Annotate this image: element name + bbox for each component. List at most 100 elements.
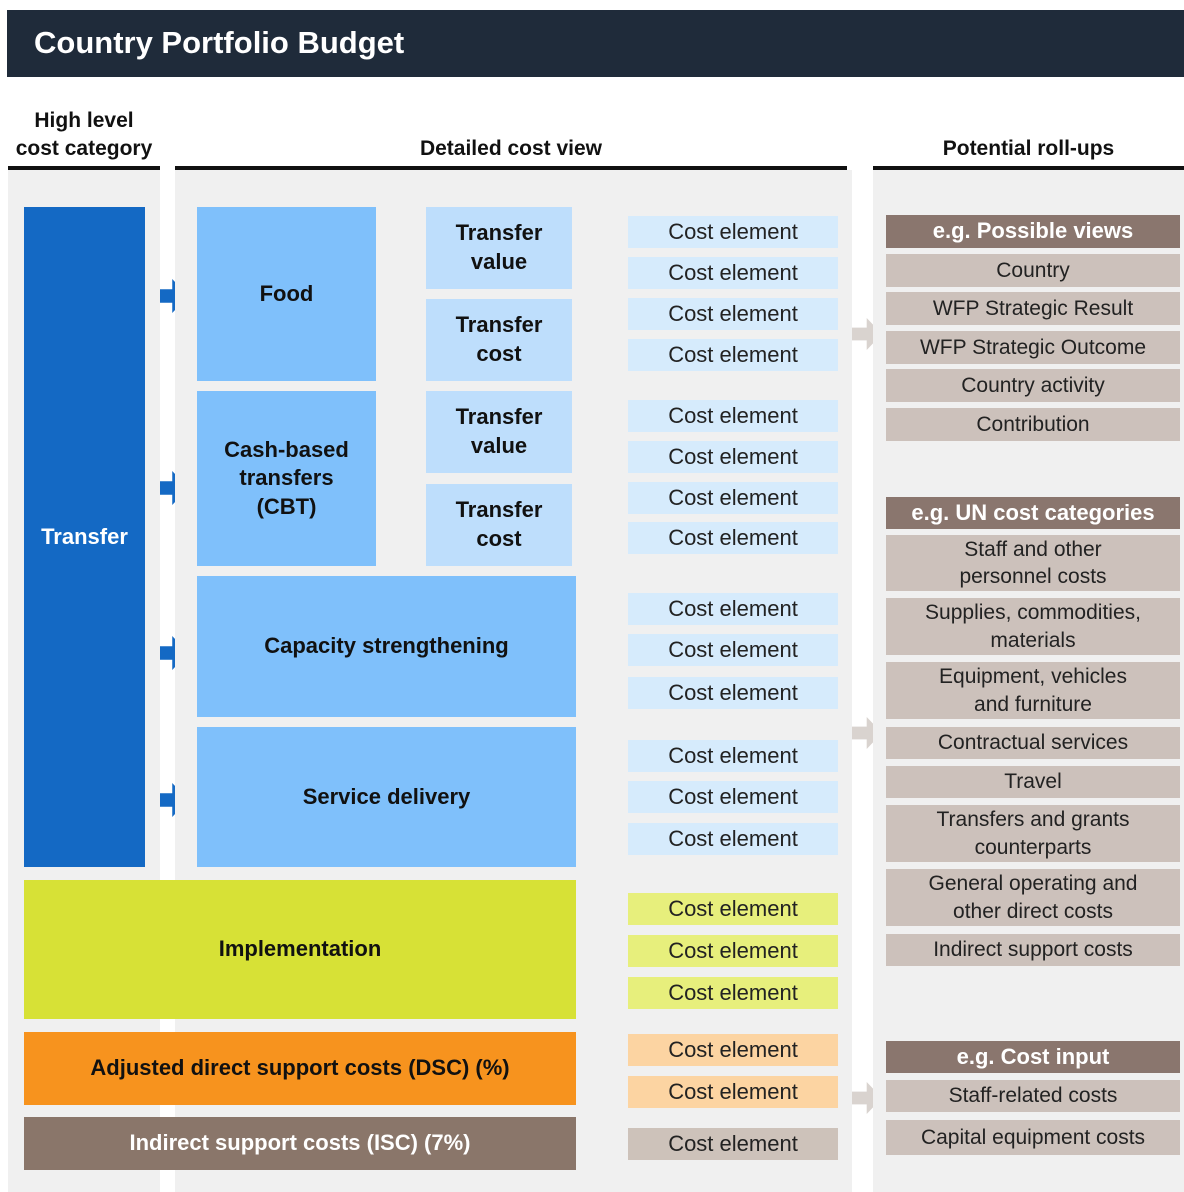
column-header: High level cost category	[8, 90, 160, 170]
rollup-item: Transfers and grants counterparts	[886, 805, 1180, 862]
label: WFP Strategic Outcome	[919, 335, 1147, 359]
label: Indirect support costs	[933, 938, 1133, 962]
cost-element: Cost element	[628, 482, 838, 514]
rollup-item: Country activity	[886, 369, 1180, 402]
label: Country Portfolio Budget	[34, 25, 405, 61]
rollup-item: Contractual services	[886, 727, 1180, 759]
cost-element: Cost element	[628, 441, 838, 473]
label: Service delivery	[302, 783, 471, 809]
label: Cost element	[668, 979, 798, 1005]
rollup-header: e.g. UN cost categories	[886, 497, 1180, 529]
rollup-item: Travel	[886, 766, 1180, 798]
cost-group: Capacity strengthening	[197, 576, 576, 717]
label: personnel costs	[959, 565, 1107, 588]
label: Staff and other	[964, 537, 1102, 561]
isc-box: Indirect support costs (ISC) (7%)	[24, 1117, 576, 1170]
label: Cost element	[668, 1078, 798, 1104]
label: value	[470, 249, 528, 274]
rollup-item: WFP Strategic Result	[886, 292, 1180, 325]
rollup-header: e.g. Possible views	[886, 215, 1180, 248]
rollup-item: Staff-related costs	[886, 1080, 1180, 1112]
label: Transfers and grants	[936, 808, 1130, 832]
label: transfers	[239, 465, 334, 491]
cost-element: Cost element	[628, 216, 838, 248]
label: Cost element	[668, 1036, 798, 1062]
label: Transfer	[455, 312, 543, 338]
cost-element: Cost element	[628, 1034, 838, 1066]
cost-element: Cost element	[628, 893, 838, 925]
rollup-item: Indirect support costs	[886, 934, 1180, 966]
header-bar: Country Portfolio Budget	[7, 10, 1184, 77]
rollup-item: WFP Strategic Outcome	[886, 331, 1180, 364]
label: Indirect support costs (ISC) (7%)	[129, 1130, 471, 1156]
cost-element: Cost element	[628, 298, 838, 330]
cost-element: Cost element	[628, 740, 838, 772]
rollup-item: Supplies, commodities, materials	[886, 598, 1180, 655]
dsc-box: Adjusted direct support costs (DSC) (%)	[24, 1032, 576, 1105]
sub-group: Transfer cost	[426, 484, 572, 566]
label: Cost element	[668, 595, 798, 621]
sub-group: Transfer cost	[426, 299, 572, 381]
label: Cost element	[668, 402, 798, 428]
implementation-box: Implementation	[24, 880, 576, 1019]
label: Equipment, vehicles	[939, 665, 1127, 689]
label: Transfer	[455, 497, 543, 523]
label: e.g. UN cost categories	[911, 499, 1155, 525]
label: Contractual services	[937, 731, 1129, 755]
label: Cost element	[668, 524, 798, 550]
rollup-item: Capital equipment costs	[886, 1120, 1180, 1155]
cost-group: Food	[197, 207, 376, 381]
label: cost	[476, 341, 522, 366]
cost-element: Cost element	[628, 400, 838, 432]
cost-element: Cost element	[628, 339, 838, 371]
label: Capacity strengthening	[264, 633, 509, 659]
transfer-bar: Transfer	[24, 207, 145, 867]
label: Cost element	[668, 218, 798, 244]
label: e.g. Possible views	[932, 218, 1134, 244]
label: High level	[34, 109, 134, 133]
label: other direct costs	[953, 899, 1113, 923]
label: Cost element	[668, 783, 798, 809]
label: cost category	[15, 136, 153, 160]
label: Transfer	[455, 404, 543, 430]
column-header: Detailed cost view	[175, 90, 847, 170]
cost-element: Cost element	[628, 935, 838, 967]
cost-group: Service delivery	[197, 727, 576, 867]
cost-group: Cash-based transfers (CBT)	[197, 391, 376, 566]
label: Staff-related costs	[948, 1084, 1118, 1108]
column-header: Potential roll-ups	[873, 90, 1184, 170]
rollup-item: General operating and other direct costs	[886, 869, 1180, 926]
label: Cost element	[668, 679, 798, 705]
label: Transfer	[455, 220, 543, 246]
label: Transfer	[41, 523, 128, 549]
label: WFP Strategic Result	[932, 296, 1134, 320]
label: Cost element	[668, 937, 798, 963]
rollup-header: e.g. Cost input	[886, 1041, 1180, 1073]
label: Cost element	[668, 742, 798, 768]
cost-element: Cost element	[628, 257, 838, 289]
label: Travel	[1004, 770, 1062, 794]
cost-element: Cost element	[628, 522, 838, 554]
sub-group: Transfer value	[426, 207, 572, 289]
cost-element: Cost element	[628, 781, 838, 813]
cost-element: Cost element	[628, 823, 838, 855]
label: Cost element	[668, 341, 798, 367]
label: Cost element	[668, 895, 798, 921]
label: and furniture	[974, 692, 1092, 716]
label: counterparts	[974, 835, 1092, 859]
label: Country activity	[961, 373, 1105, 397]
cost-element: Cost element	[628, 677, 838, 709]
label: Detailed cost view	[419, 136, 603, 160]
label: Cost element	[668, 825, 798, 851]
label: Cost element	[668, 443, 798, 469]
rollup-item: Contribution	[886, 408, 1180, 441]
label: (CBT)	[256, 493, 317, 519]
rollup-item: Country	[886, 254, 1180, 287]
label: Supplies, commodities,	[925, 601, 1141, 625]
label: e.g. Cost input	[956, 1043, 1110, 1069]
label: Contribution	[976, 412, 1090, 436]
label: Cost element	[668, 300, 798, 326]
rollup-item: Staff and other personnel costs	[886, 535, 1180, 591]
sub-group: Transfer value	[426, 391, 572, 473]
